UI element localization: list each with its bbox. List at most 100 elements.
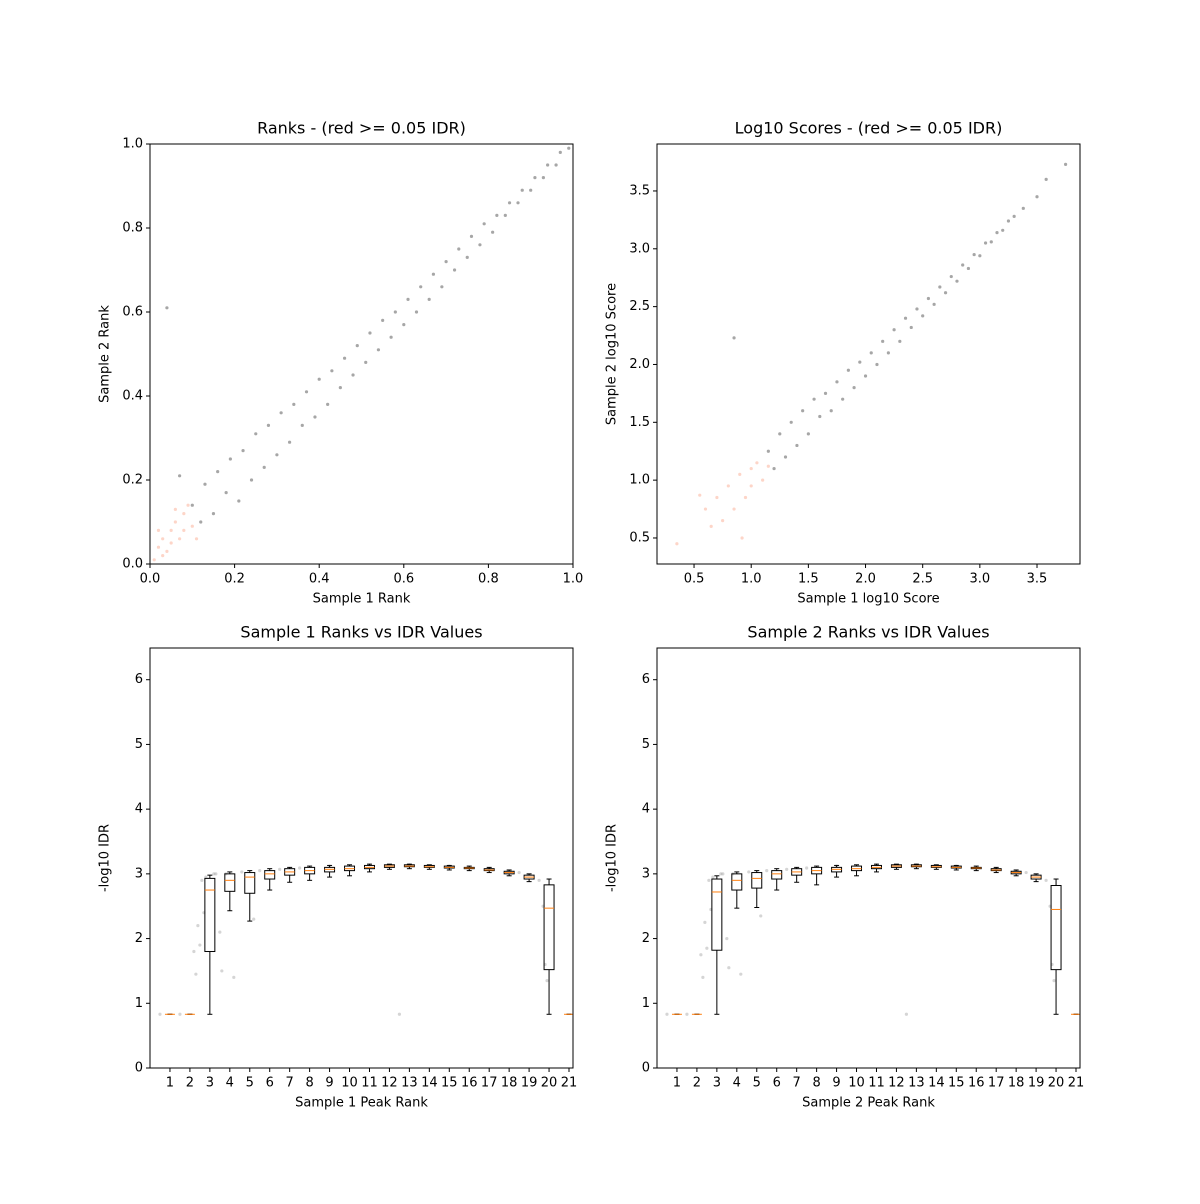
point [846,368,850,372]
x-tick-label: 11 [361,1076,378,1091]
x-tick-label: 12 [381,1076,398,1091]
point [749,484,753,488]
panel-title: Log10 Scores - (red >= 0.05 IDR) [735,119,1003,138]
point [789,420,793,424]
panel: Sample 1 Ranks vs IDR Values Sample 1 Pea… [98,623,578,1111]
point [427,297,431,301]
point [909,325,913,330]
y-tick-label: 2.0 [629,357,650,372]
y-tick-label: 1.0 [122,137,143,152]
point [199,520,203,524]
point [926,296,931,301]
point [507,201,512,205]
x-tick-label: 11 [868,1076,885,1091]
x-tick-label: 10 [341,1076,358,1091]
point [1063,162,1068,166]
point [212,872,216,876]
panel-title: Sample 1 Ranks vs IDR Values [240,623,482,642]
x-tick-label: 3 [713,1076,721,1091]
point [805,866,809,870]
y-tick-label: 1 [642,996,650,1011]
y-tick-label: 1 [135,996,143,1011]
point [397,1012,402,1016]
point [703,507,708,511]
point [533,176,537,180]
point [1012,214,1016,219]
point [721,519,725,523]
y-tick-label: 0 [642,1061,650,1076]
point [389,335,393,339]
point [783,455,788,459]
point [338,386,342,390]
x-tick-label: 2 [693,1076,701,1091]
point [765,869,769,873]
x-tick-label: 9 [325,1076,333,1091]
plot-area [158,863,573,1016]
point [278,867,282,871]
point [545,979,549,983]
point [875,362,879,367]
point [541,176,545,180]
y-axis-label: Sample 2 Rank [98,305,113,403]
point [178,1012,182,1016]
point [228,457,232,461]
point [806,432,810,436]
point [747,870,751,874]
box [244,872,256,894]
point [701,975,705,979]
x-tick-label: 14 [928,1076,945,1091]
point [330,369,334,373]
x-tick-label: 1 [166,1076,174,1091]
box [264,870,276,880]
point [823,391,828,395]
point [749,466,753,471]
panel: Ranks - (red >= 0.05 IDR) Sample 1 Rank Sa… [98,119,584,607]
y-tick-label: 5 [135,737,143,752]
point [376,348,381,352]
y-tick-label: 3.5 [629,183,650,198]
point [173,507,177,511]
panel: Log10 Scores - (red >= 0.05 IDR) Sample 1… [605,119,1081,607]
point [972,252,976,257]
point [520,188,524,192]
point [326,402,330,406]
point [835,380,839,384]
x-tick-label: 21 [561,1076,578,1091]
point [812,397,816,401]
point [169,528,173,533]
x-axis-label: Sample 1 log10 Score [797,592,939,607]
x-tick-label: 3.5 [1027,572,1048,587]
point [725,936,729,941]
point [165,306,169,310]
point [186,503,190,507]
point [156,528,161,533]
point [196,924,200,928]
point [966,266,971,271]
x-tick-label: 12 [888,1076,905,1091]
point [214,872,218,876]
y-tick-label: 3 [642,866,650,881]
x-tick-label: 5 [246,1076,254,1091]
point [915,307,919,311]
point [381,318,385,322]
point [317,377,321,381]
box [224,873,236,892]
point [198,943,202,947]
point [232,975,236,979]
point [829,409,833,413]
y-tick-label: 1.0 [629,473,650,488]
point [478,243,482,247]
y-tick-label: 0.8 [122,221,143,236]
point [738,472,742,476]
x-axis-label: Sample 1 Rank [313,592,411,607]
point [983,241,988,245]
point [152,558,156,562]
point [258,869,262,873]
point [414,310,419,314]
point [1044,177,1048,181]
x-tick-label: 0.8 [478,572,499,587]
point [194,537,199,541]
point [1052,979,1056,983]
x-tick-label: 5 [753,1076,761,1091]
point [554,163,558,167]
